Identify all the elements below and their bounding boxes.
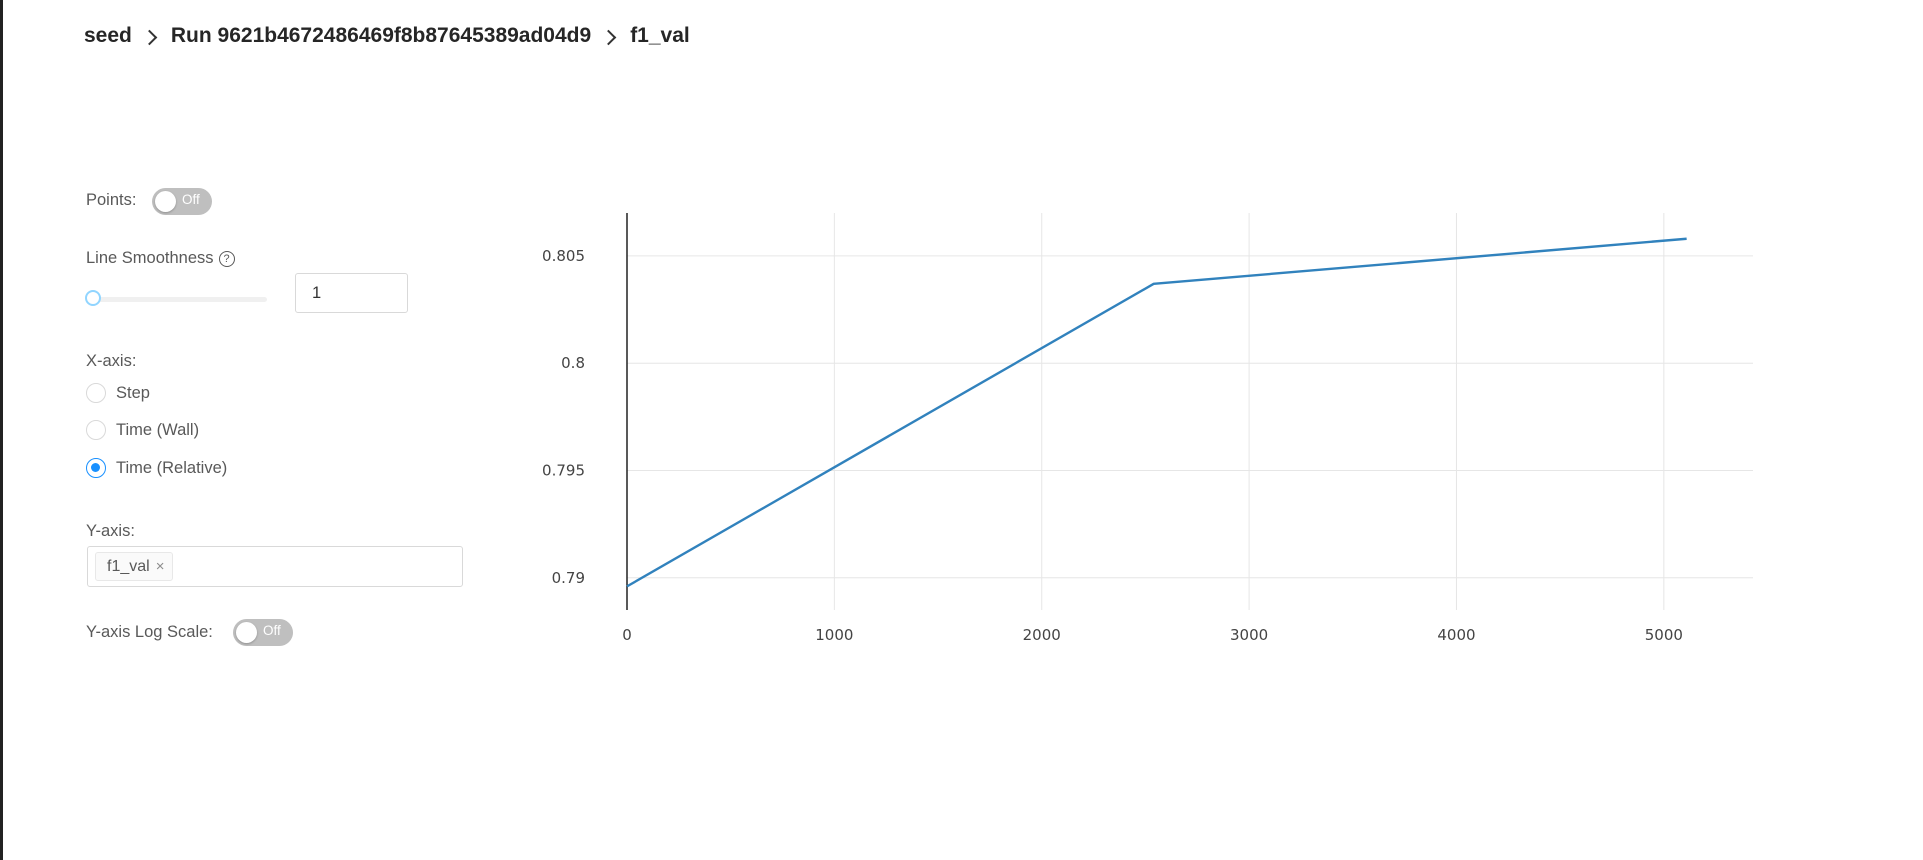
breadcrumb: seed Run 9621b4672486469f8b87645389ad04d… bbox=[84, 24, 690, 48]
points-toggle-text: Off bbox=[182, 192, 200, 207]
yaxis-label: Y-axis: bbox=[86, 522, 135, 540]
smoothness-slider-track[interactable] bbox=[87, 297, 267, 302]
xaxis-option-time-relative[interactable]: Time (Relative) bbox=[86, 458, 227, 478]
radio-time-wall[interactable] bbox=[86, 420, 106, 440]
points-label: Points: bbox=[86, 191, 137, 209]
toggle-knob bbox=[236, 622, 257, 643]
y-tick-label: 0.805 bbox=[542, 247, 585, 265]
metric-line-chart[interactable]: 0.79 0.795 0.8 0.805 0 1000 2000 3000 4000 5000 bbox=[503, 200, 1783, 650]
x-tick-label: 1000 bbox=[815, 626, 853, 644]
xaxis-option-step[interactable]: Step bbox=[86, 383, 150, 403]
logscale-toggle[interactable]: Off bbox=[233, 619, 293, 646]
chevron-right-icon bbox=[141, 29, 158, 45]
x-tick-label: 3000 bbox=[1230, 626, 1268, 644]
yaxis-tag: f1_val × bbox=[95, 552, 174, 581]
x-tick-label: 5000 bbox=[1645, 626, 1683, 644]
x-tick-label: 2000 bbox=[1023, 626, 1061, 644]
xaxis-label: X-axis: bbox=[86, 352, 137, 370]
smoothness-label: Line Smoothness? bbox=[86, 249, 235, 268]
smoothness-input[interactable] bbox=[295, 273, 408, 313]
xaxis-option-step-label: Step bbox=[116, 383, 150, 402]
points-toggle[interactable]: Off bbox=[152, 188, 212, 215]
y-tick-label: 0.795 bbox=[542, 462, 585, 480]
smoothness-label-text: Line Smoothness bbox=[86, 249, 214, 267]
toggle-knob bbox=[155, 191, 176, 212]
series-line bbox=[626, 237, 1687, 588]
logscale-label: Y-axis Log Scale: bbox=[86, 623, 213, 641]
logscale-toggle-text: Off bbox=[263, 623, 281, 638]
y-tick-label: 0.79 bbox=[552, 569, 585, 587]
x-tick-label: 4000 bbox=[1437, 626, 1475, 644]
chevron-right-icon bbox=[600, 29, 617, 45]
y-tick-label: 0.8 bbox=[561, 354, 585, 372]
x-tick-label: 0 bbox=[622, 626, 632, 644]
close-icon[interactable]: × bbox=[155, 558, 165, 575]
breadcrumb-metric: f1_val bbox=[630, 24, 690, 47]
smoothness-slider-handle[interactable] bbox=[85, 290, 101, 306]
question-circle-icon[interactable]: ? bbox=[218, 251, 235, 267]
breadcrumb-experiment[interactable]: seed bbox=[84, 24, 132, 47]
xaxis-option-time-relative-label: Time (Relative) bbox=[116, 458, 228, 477]
xaxis-option-time-wall-label: Time (Wall) bbox=[116, 420, 200, 439]
xaxis-option-time-wall[interactable]: Time (Wall) bbox=[86, 420, 199, 440]
yaxis-tag-label: f1_val bbox=[107, 557, 150, 575]
yaxis-select[interactable]: f1_val × bbox=[87, 546, 463, 587]
breadcrumb-run[interactable]: Run 9621b4672486469f8b87645389ad04d9 bbox=[170, 24, 592, 47]
radio-time-relative[interactable] bbox=[86, 458, 106, 478]
radio-step[interactable] bbox=[86, 383, 106, 403]
